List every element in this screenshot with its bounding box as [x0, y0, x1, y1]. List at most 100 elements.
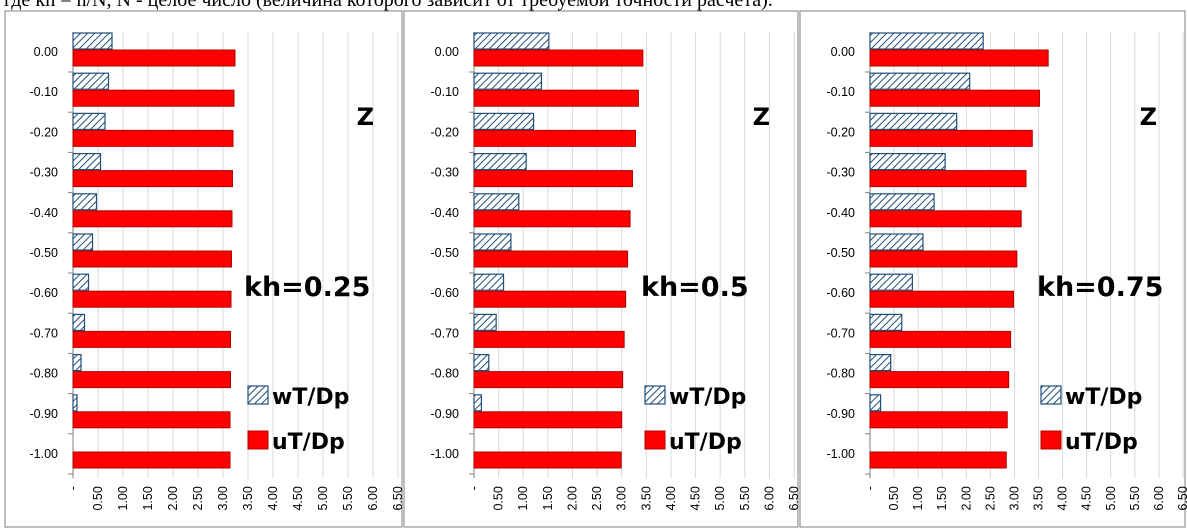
bar-wT-Dp	[473, 233, 512, 251]
value-tick-label: 2.00	[565, 486, 579, 510]
category-tick-label: -0.80	[30, 367, 59, 381]
category-tick-label: -0.20	[827, 125, 856, 139]
kh-label: kh=0.25	[244, 272, 370, 303]
value-tick-label: 6.00	[762, 486, 776, 510]
caption-text: где kh = n/N, N - целое число (величина …	[4, 0, 773, 11]
category-tick-label: -0.10	[30, 85, 59, 99]
value-tick-label: 5.50	[738, 486, 752, 510]
bar-wT-Dp	[72, 273, 90, 291]
value-tick-label: 3.50	[241, 486, 255, 510]
value-tick-label: 1.50	[935, 486, 949, 510]
value-tick-label: 4.50	[1080, 486, 1094, 510]
z-label: Z	[357, 103, 374, 131]
bar-uT-Dp	[869, 210, 1022, 228]
bar-uT-Dp	[473, 89, 639, 107]
bar-wT-Dp	[869, 233, 924, 251]
chart-panel-1: 0.00-0.10-0.20-0.30-0.40-0.50-0.60-0.70-…	[4, 10, 405, 528]
category-tick-label: -0.10	[431, 85, 460, 99]
z-label: Z	[753, 103, 770, 131]
bar-wT-Dp	[473, 354, 490, 372]
bar-uT-Dp	[473, 210, 631, 228]
bar-wT-Dp	[473, 273, 505, 291]
bar-uT-Dp	[72, 290, 232, 308]
value-tick-label: 3.50	[1032, 486, 1046, 510]
legend-swatch-wT-Dp	[644, 385, 666, 405]
value-tick-label: 2.50	[590, 486, 604, 510]
category-tick-label: -0.40	[827, 206, 856, 220]
category-tick-label: -0.50	[827, 246, 856, 260]
bar-wT-Dp	[869, 354, 892, 372]
bar-wT-Dp	[869, 112, 958, 131]
bar-wT-Dp	[473, 193, 520, 211]
value-tick-label: 0.50	[492, 486, 506, 510]
value-tick-label: 5.50	[341, 486, 355, 510]
category-tick-label: -0.70	[30, 326, 59, 340]
value-tick-label: 3.50	[639, 486, 653, 510]
bar-wT-Dp	[869, 394, 882, 412]
value-tick-label: 2.00	[959, 486, 973, 510]
value-tick-label: -	[467, 486, 481, 490]
bar-wT-Dp	[473, 153, 527, 171]
bar-wT-Dp	[473, 72, 543, 90]
bar-wT-Dp	[72, 313, 86, 331]
category-tick-label: -0.20	[30, 125, 59, 139]
bar-uT-Dp	[869, 330, 1012, 348]
value-tick-label: 2.50	[191, 486, 205, 510]
bar-uT-Dp	[869, 371, 1010, 389]
value-tick-label: 5.00	[713, 486, 727, 510]
category-tick-label: 0.00	[435, 45, 459, 59]
value-tick-label: 3.00	[1007, 486, 1021, 510]
bar-uT-Dp	[72, 170, 233, 188]
legend-swatch-uT-Dp	[644, 430, 666, 450]
bar-uT-Dp	[72, 49, 236, 67]
value-tick-label: 3.00	[615, 486, 629, 510]
bar-wT-Dp	[473, 112, 535, 131]
bar-wT-Dp	[473, 394, 482, 412]
bar-uT-Dp	[473, 170, 634, 188]
kh-label: kh=0.75	[1037, 272, 1163, 303]
category-tick-label: -0.70	[431, 326, 460, 340]
value-tick-label: 1.00	[116, 486, 130, 510]
bar-wT-Dp	[869, 193, 935, 211]
bar-uT-Dp	[72, 250, 232, 268]
value-tick-label: 5.00	[1104, 486, 1118, 510]
bar-uT-Dp	[869, 451, 1007, 469]
bar-wT-Dp	[473, 313, 497, 331]
value-tick-label: 2.50	[983, 486, 997, 510]
bar-uT-Dp	[473, 330, 625, 348]
bar-uT-Dp	[72, 210, 233, 228]
bar-uT-Dp	[869, 411, 1008, 429]
bar-wT-Dp	[72, 193, 98, 211]
bar-uT-Dp	[869, 49, 1049, 67]
value-tick-label: 1.00	[911, 486, 925, 510]
chart-frame	[799, 10, 1186, 528]
bar-uT-Dp	[473, 411, 623, 429]
value-tick-label: 4.50	[291, 486, 305, 510]
value-tick-label: 3.00	[216, 486, 230, 510]
bar-wT-Dp	[72, 32, 113, 50]
legend-swatch-wT-Dp	[1040, 385, 1062, 405]
value-tick-label: 6.00	[366, 486, 380, 510]
kh-label: kh=0.5	[641, 272, 749, 303]
bar-wT-Dp	[473, 32, 550, 50]
category-tick-label: -1.00	[827, 447, 856, 461]
bar-wT-Dp	[869, 32, 984, 50]
legend-label-wT-Dp: wT/Dp	[1065, 385, 1142, 410]
bar-uT-Dp	[72, 330, 231, 348]
value-tick-label: 6.50	[787, 486, 801, 510]
category-tick-label: -1.00	[431, 447, 460, 461]
bar-uT-Dp	[72, 371, 231, 389]
value-tick-label: -	[66, 486, 80, 490]
category-tick-label: -0.60	[431, 286, 460, 300]
value-tick-label: -	[863, 486, 877, 490]
category-tick-label: -0.40	[431, 206, 460, 220]
bar-uT-Dp	[473, 290, 627, 308]
chart-frame	[403, 10, 799, 528]
value-tick-label: 2.00	[166, 486, 180, 510]
legend-swatch-wT-Dp	[247, 385, 269, 405]
bar-uT-Dp	[473, 250, 629, 268]
legend-label-uT-Dp: uT/Dp	[1065, 430, 1138, 455]
bar-wT-Dp	[869, 153, 946, 171]
category-tick-label: -0.70	[827, 326, 856, 340]
